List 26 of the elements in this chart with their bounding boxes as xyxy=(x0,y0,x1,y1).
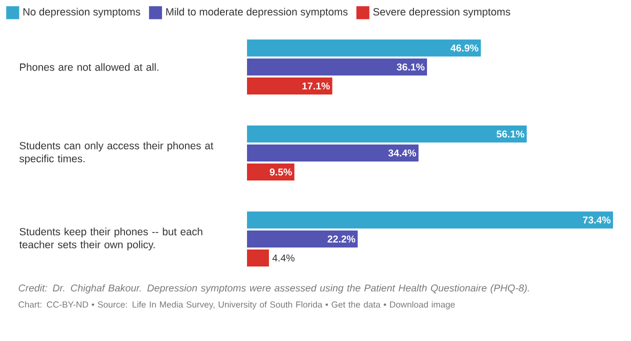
bar xyxy=(247,144,419,162)
y-tick-label: Students can only access their phones at specific times. xyxy=(20,142,214,164)
bar xyxy=(247,250,269,267)
data-label: 22.2% xyxy=(328,235,356,243)
text: Chart: CC-BY-ND • Source: Life In Media Survey, University of South Florida • Get the data • Download image xyxy=(18,301,455,310)
bar xyxy=(247,164,294,181)
data-label: 73.4% xyxy=(582,216,611,224)
data-label: 56.1% xyxy=(496,130,524,138)
legend-label: Mild to moderate depression symptoms xyxy=(166,8,348,18)
bar xyxy=(247,230,358,248)
bar xyxy=(247,212,614,229)
data-label: 46.9% xyxy=(450,44,478,52)
data-label: 4.4% xyxy=(272,254,295,262)
bar xyxy=(247,126,527,143)
data-label: 9.5% xyxy=(270,168,292,176)
y-tick-label: Students keep their phones -- but each teacher sets their own policy. xyxy=(19,228,202,250)
bar xyxy=(247,78,332,95)
bar xyxy=(247,58,428,76)
data-label: 36.1% xyxy=(396,63,425,71)
text: Credit: Dr. Chighaf Bakour. Depression symptoms were assessed using the Patient Health Questionaire (PHQ-8). xyxy=(18,284,529,294)
y-tick-label: Phones are not allowed at all. xyxy=(20,63,158,71)
legend-label: Severe depression symptoms xyxy=(373,8,510,18)
data-label: 34.4% xyxy=(388,149,416,157)
bar xyxy=(247,40,481,57)
data-label: 17.1% xyxy=(302,82,330,90)
legend-label: No depression symptoms xyxy=(23,8,140,18)
